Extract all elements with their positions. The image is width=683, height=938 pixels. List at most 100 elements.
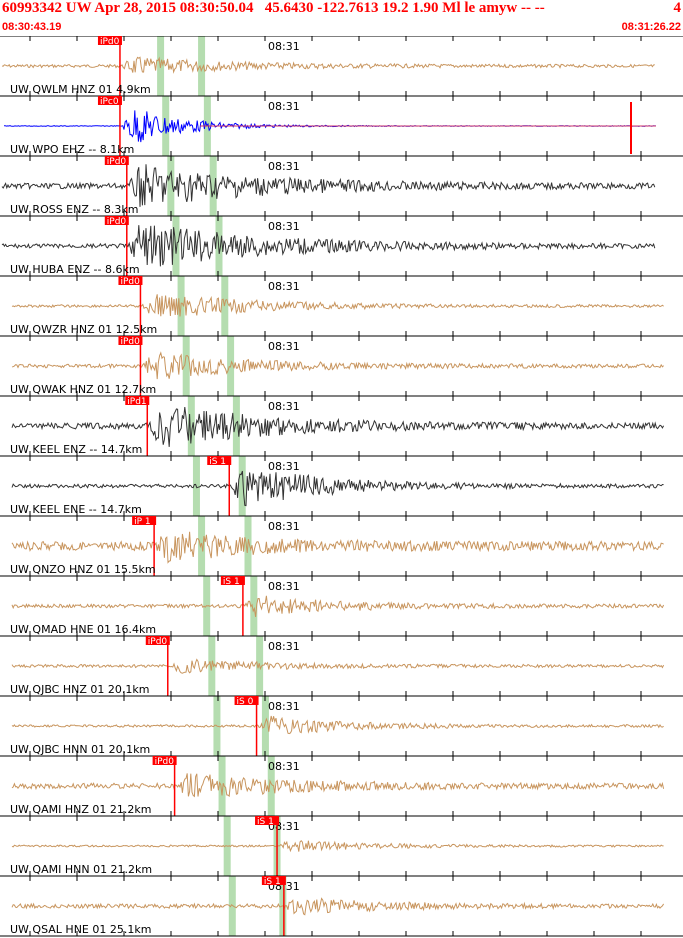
waveform xyxy=(11,897,665,916)
time-tick-label: 08:31 xyxy=(268,700,300,713)
waveform xyxy=(11,294,664,317)
time-tick-label: 08:31 xyxy=(268,520,300,533)
time-tick-label: 08:31 xyxy=(268,160,300,173)
pick-label: iPd0 xyxy=(107,217,127,227)
time-tick-label: 08:31 xyxy=(268,100,300,113)
s-band-segment xyxy=(267,756,275,816)
time-tick-label: 08:31 xyxy=(268,580,300,593)
station-label: UW WPO EHZ -- 8.1km xyxy=(10,143,134,156)
waveform xyxy=(11,407,665,447)
trace-panel: 08:31 iPd0 UW QWZR HNZ 01 12.5km xyxy=(0,275,683,336)
time-tick-label: 08:31 xyxy=(268,280,300,293)
trace-panel: 08:31 iPd0 UW QWAK HNZ 01 12.7km xyxy=(0,335,683,396)
trace-panel: 08:31 iPd0 UW QWLM HNZ 01 4.9km xyxy=(0,36,683,96)
waveform xyxy=(11,470,664,507)
trace-panel: 08:31 iS 0 UW QJBC HNN 01 20.1km xyxy=(0,695,683,756)
s-band-segment xyxy=(250,576,258,636)
trace-panel: 08:31 iP 1 UW QNZO HNZ 01 15.5km xyxy=(0,515,683,576)
trace-panel: 08:31 iPd0 UW ROSS ENZ -- 8.3km xyxy=(0,155,683,216)
waveform xyxy=(11,351,664,380)
time-tick-label: 08:31 xyxy=(268,340,300,353)
trace-panel: 08:31 iPd0 UW QJBC HNZ 01 20.1km xyxy=(0,635,683,696)
window-end-time: 08:31:26.22 xyxy=(621,21,681,33)
pick-flag xyxy=(132,516,157,525)
pick-flag xyxy=(104,216,129,225)
pick-label: iS 1 xyxy=(257,817,274,827)
event-title: 60993342 UW Apr 28, 2015 08:30:50.04 45.… xyxy=(2,0,545,16)
p-band-segment xyxy=(187,396,195,456)
s-band-segment xyxy=(238,456,246,516)
waveform xyxy=(1,225,656,267)
trace-panel: 08:31 iPd0 UW HUBA ENZ -- 8.6km xyxy=(0,215,683,276)
pick-flag xyxy=(104,156,129,165)
trace-panel: 08:31 iS 1 UW KEEL ENE -- 14.7km xyxy=(0,455,683,516)
waveform xyxy=(11,715,664,735)
waveform xyxy=(11,658,665,674)
waveform xyxy=(11,531,664,564)
waveform xyxy=(11,773,665,798)
waveform xyxy=(11,595,665,617)
pick-label: iPd0 xyxy=(148,637,168,647)
pick-label: iS 0 xyxy=(237,697,254,707)
window-start-time: 08:30:43.19 xyxy=(2,21,62,33)
p-band-segment xyxy=(167,156,175,216)
time-tick-label: 08:31 xyxy=(268,400,300,413)
pick-label: iP 1 xyxy=(134,517,151,527)
waveform xyxy=(1,164,656,207)
pick-label: iPc0 xyxy=(100,97,119,107)
seismogram-panel: 08:31 iPd0 UW QWLM HNZ 01 4.9km 08:31 iPc0 UW… xyxy=(0,36,683,937)
pick-label: iS 1 xyxy=(223,577,240,587)
s-band-segment xyxy=(261,696,269,756)
pick-flag xyxy=(97,96,122,105)
pick-flag xyxy=(118,276,143,285)
time-tick-label: 08:31 xyxy=(268,220,300,233)
time-tick-label: 08:31 xyxy=(268,640,300,653)
station-label: UW HUBA ENZ -- 8.6km xyxy=(10,263,140,276)
trace-panel: 08:31 iS 1 UW QMAD HNE 01 16.4km xyxy=(0,575,683,636)
trace-panel: 08:31 iPc0 UW WPO EHZ -- 8.1km xyxy=(0,95,683,156)
p-band-segment xyxy=(182,336,190,396)
trace-panel: 08:31 iPd0 UW QAMI HNZ 01 21.2km xyxy=(0,755,683,816)
station-label: UW KEEL ENZ -- 14.7km xyxy=(10,443,142,456)
station-label: UW QSAL HNE 01 25.1km xyxy=(10,923,151,936)
s-band-segment xyxy=(209,156,217,216)
pick-label: iPd0 xyxy=(120,337,140,347)
time-tick-label: 08:31 xyxy=(268,760,300,773)
pick-label: iPd0 xyxy=(107,157,127,167)
pick-flag xyxy=(261,876,286,885)
pick-label: iS 1 xyxy=(209,457,226,467)
station-label: UW QAMI HNZ 01 21.2km xyxy=(10,803,151,816)
station-label: UW QWLM HNZ 01 4.9km xyxy=(10,83,151,96)
pick-flag xyxy=(125,396,150,405)
pick-flag xyxy=(152,756,177,765)
pick-flag xyxy=(145,636,170,645)
station-label: UW QJBC HNZ 01 20.1km xyxy=(10,683,149,696)
station-label: UW ROSS ENZ -- 8.3km xyxy=(10,203,138,216)
pick-flag xyxy=(118,336,143,345)
time-tick-label: 08:31 xyxy=(268,40,300,53)
s-band-segment xyxy=(232,396,240,456)
waveform xyxy=(11,839,664,853)
station-label: UW QMAD HNE 01 16.4km xyxy=(10,623,156,636)
s-band-segment xyxy=(198,36,206,96)
plot-header: 60993342 UW Apr 28, 2015 08:30:50.04 45.… xyxy=(0,0,683,36)
station-label: UW QAMI HNN 01 21.2km xyxy=(10,863,152,876)
station-label: UW KEEL ENE -- 14.7km xyxy=(10,503,142,516)
trace-panel: 08:31 iPd1 UW KEEL ENZ -- 14.7km xyxy=(0,395,683,456)
pick-label: iPd0 xyxy=(120,277,140,287)
pick-label: iS 1 xyxy=(264,877,281,887)
pick-label: iPd0 xyxy=(155,757,175,767)
pick-label: iPd0 xyxy=(100,37,120,47)
p-band-segment xyxy=(218,756,226,816)
pick-flag xyxy=(207,456,232,465)
event-title-count: 4 xyxy=(673,0,682,16)
pick-label: iPd1 xyxy=(127,397,146,407)
station-label: UW QWZR HNZ 01 12.5km xyxy=(10,323,157,336)
station-label: UW QJBC HNN 01 20.1km xyxy=(10,743,150,756)
pick-flag xyxy=(234,696,259,705)
station-label: UW QWAK HNZ 01 12.7km xyxy=(10,383,156,396)
p-band-segment xyxy=(228,876,236,936)
station-label: UW QNZO HNZ 01 15.5km xyxy=(10,563,156,576)
